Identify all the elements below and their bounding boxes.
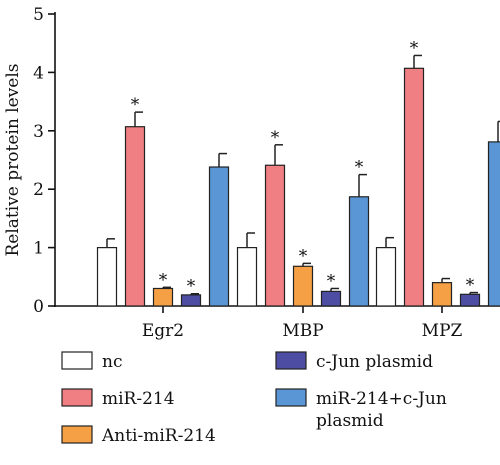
legend-label: c-Jun plasmid xyxy=(316,352,433,372)
legend-swatch xyxy=(61,425,93,444)
significance-marker: * xyxy=(131,95,140,115)
bar xyxy=(236,247,258,307)
significance-marker: * xyxy=(355,158,364,178)
y-tick-label: 5 xyxy=(33,5,44,25)
legend-label: miR-214+c-Jun plasmid xyxy=(316,389,447,431)
y-tick-label: 3 xyxy=(33,122,44,142)
x-tick-label: MPZ xyxy=(422,321,463,341)
legend-swatch xyxy=(275,388,307,407)
significance-marker: * xyxy=(466,276,475,296)
bar xyxy=(180,294,202,307)
bar xyxy=(124,126,146,307)
significance-marker: * xyxy=(271,128,280,148)
legend-label: miR-214 xyxy=(102,389,175,409)
bar xyxy=(208,166,230,307)
bar xyxy=(487,141,500,307)
legend-label: nc xyxy=(102,352,122,372)
y-axis-label: Relative protein levels xyxy=(3,63,23,256)
legend-swatch xyxy=(61,351,93,370)
legend: nc miR-214 Anti-miR-214 c-Jun plasmid miR-21… xyxy=(61,351,447,446)
bars: * * * * * * * * * xyxy=(96,38,500,307)
y-tick-label: 4 xyxy=(33,63,44,83)
y-tick-label: 1 xyxy=(33,239,44,259)
bar xyxy=(403,67,425,307)
bar xyxy=(348,196,370,307)
significance-marker: * xyxy=(187,277,196,297)
significance-marker: * xyxy=(159,270,168,290)
y-tick-label: 0 xyxy=(33,297,44,317)
bar xyxy=(459,293,481,307)
legend-label: Anti-miR-214 xyxy=(101,426,216,446)
x-tick-label: Egr2 xyxy=(142,321,184,341)
significance-marker: * xyxy=(410,38,419,58)
significance-marker: * xyxy=(327,271,336,291)
bar xyxy=(264,164,286,307)
y-tick-label: 2 xyxy=(33,180,44,200)
legend-swatch xyxy=(61,388,93,407)
bar xyxy=(96,247,118,307)
significance-marker: * xyxy=(299,246,308,266)
bar xyxy=(320,290,342,307)
bar xyxy=(431,282,453,307)
bar xyxy=(292,265,314,307)
bar xyxy=(375,247,397,307)
legend-swatch xyxy=(275,351,307,370)
bar xyxy=(152,287,174,307)
x-tick-label: MBP xyxy=(282,321,323,341)
